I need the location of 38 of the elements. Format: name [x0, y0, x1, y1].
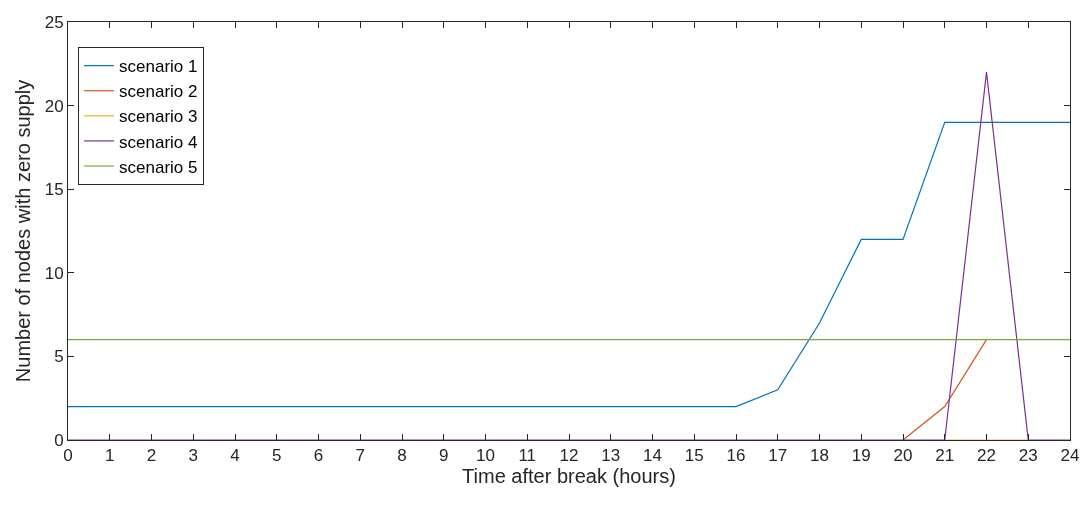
x-tick-label: 20	[893, 446, 913, 466]
y-tick-label: 10	[44, 263, 64, 283]
y-tick-label: 15	[44, 180, 64, 200]
x-tick-label: 4	[230, 446, 240, 466]
y-tick-label: 5	[54, 347, 64, 367]
x-tick-label: 9	[439, 446, 449, 466]
x-tick-label: 14	[643, 446, 662, 466]
x-tick-label: 22	[977, 446, 996, 466]
x-tick-label: 2	[146, 446, 157, 466]
x-tick-label: 12	[559, 446, 579, 466]
x-tick-label: 11	[518, 446, 537, 466]
line-series	[68, 121, 1070, 408]
x-tick-label: 10	[476, 446, 495, 466]
x-tick-label: 23	[1018, 446, 1038, 466]
x-tick-label: 13	[601, 446, 621, 466]
x-tick-label: 1	[105, 446, 115, 466]
x-tick-label: 17	[768, 446, 788, 466]
legend-label: scenario 3	[119, 107, 198, 127]
x-tick-label: 16	[726, 446, 746, 466]
x-tick-label: 24	[1060, 446, 1080, 466]
x-tick-label: 6	[313, 446, 324, 466]
x-tick-label: 5	[272, 446, 282, 466]
x-tick-label: 15	[684, 446, 704, 466]
x-tick-label: 3	[188, 446, 198, 466]
y-tick-label: 20	[44, 96, 64, 116]
x-tick-label: 18	[810, 446, 829, 466]
x-tick-label: 19	[851, 446, 871, 466]
legend-label: scenario 5	[119, 157, 198, 177]
y-tick-label: 0	[54, 430, 64, 450]
y-tick-label: 25	[44, 12, 64, 32]
legend-label: scenario 1	[119, 57, 198, 77]
x-tick-label: 21	[935, 446, 955, 466]
y-axis-title: Number of nodes with zero supply	[12, 79, 35, 383]
x-axis-title: Time after break (hours)	[462, 465, 676, 488]
legend-label: scenario 2	[119, 82, 198, 102]
legend-label: scenario 4	[119, 132, 198, 152]
x-tick-label: 7	[355, 446, 365, 466]
x-tick-label: 8	[397, 446, 407, 466]
